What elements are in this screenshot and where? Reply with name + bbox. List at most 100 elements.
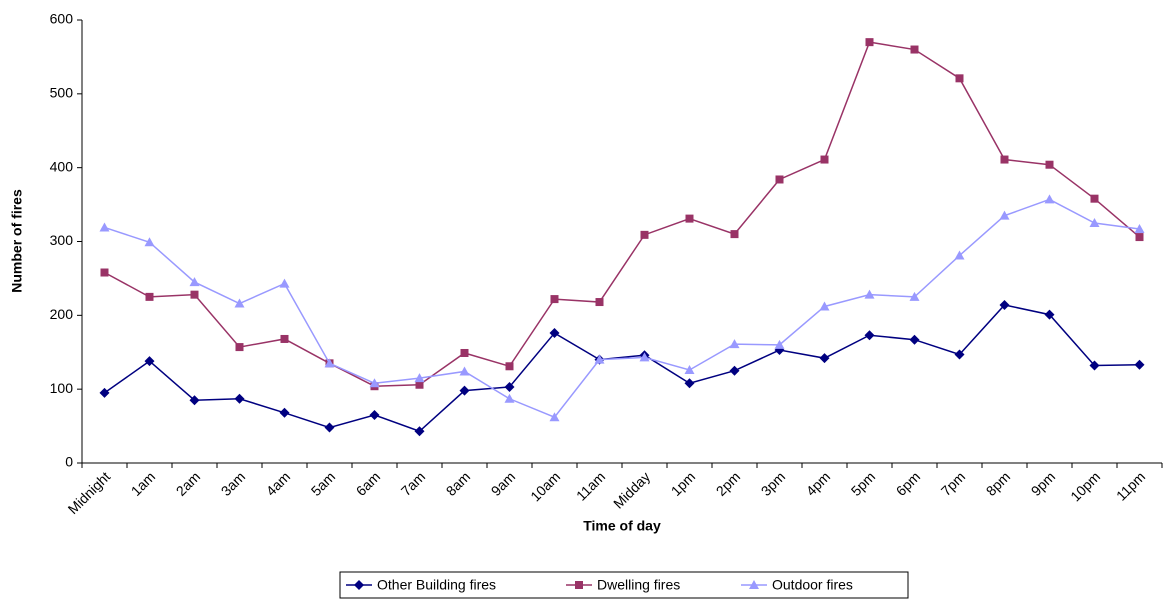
data-point	[235, 343, 244, 352]
data-point	[684, 378, 695, 389]
data-point	[459, 366, 470, 376]
data-point	[999, 299, 1010, 310]
data-point	[955, 74, 964, 83]
x-tick-label: 9pm	[1028, 468, 1059, 499]
series-line	[104, 304, 1140, 433]
data-point	[234, 298, 245, 308]
data-point	[144, 356, 155, 367]
x-tick-label: 6am	[353, 468, 384, 499]
x-tick-label: 5pm	[848, 468, 879, 499]
data-point	[1135, 233, 1144, 242]
data-point	[1044, 309, 1055, 320]
data-point	[910, 45, 919, 54]
legend-label: Other Building fires	[377, 577, 496, 593]
data-point	[775, 175, 784, 184]
data-point	[594, 354, 605, 364]
data-point	[414, 373, 425, 383]
data-point	[549, 328, 560, 339]
x-axis-title: Time of day	[583, 518, 661, 534]
data-point	[504, 381, 515, 392]
x-tick-label: 8pm	[983, 468, 1014, 499]
y-tick-label: 300	[50, 232, 74, 248]
legend-marker	[749, 580, 759, 589]
x-tick-label: Midnight	[65, 468, 114, 517]
x-tick-label: 10am	[527, 468, 563, 504]
data-point	[595, 298, 604, 307]
y-tick-label: 400	[50, 158, 74, 174]
data-point	[145, 292, 154, 301]
data-point	[415, 380, 424, 389]
x-tick-label: 7pm	[938, 468, 969, 499]
x-tick-label: 6pm	[893, 468, 924, 499]
data-point	[324, 422, 335, 433]
x-tick-label: 7am	[398, 468, 429, 499]
legend-box	[339, 571, 909, 599]
data-point	[550, 295, 559, 304]
x-tick-label: 11am	[573, 468, 608, 503]
x-tick-label: 8am	[443, 468, 474, 499]
data-point	[865, 38, 874, 47]
data-point	[549, 412, 560, 422]
data-point	[909, 291, 920, 301]
x-tick-label: 9am	[488, 468, 519, 499]
data-point	[369, 378, 380, 388]
y-tick-label: 0	[65, 454, 73, 470]
legend-label: Outdoor fires	[772, 577, 853, 593]
data-point	[954, 250, 965, 260]
data-point	[190, 290, 199, 299]
data-point	[1045, 160, 1054, 169]
data-point	[189, 277, 200, 287]
data-point	[505, 362, 514, 371]
y-tick-label: 100	[50, 380, 74, 396]
data-point	[684, 364, 695, 374]
data-point	[144, 237, 155, 247]
data-point	[234, 393, 245, 404]
data-point	[639, 352, 650, 362]
data-point	[909, 334, 920, 345]
data-point	[324, 358, 335, 368]
data-point	[280, 334, 289, 343]
y-tick-label: 600	[50, 11, 74, 27]
data-point	[999, 210, 1010, 220]
data-point	[504, 393, 515, 403]
data-point	[279, 278, 290, 288]
data-point	[819, 301, 830, 311]
data-point	[954, 349, 965, 360]
data-point	[1044, 194, 1055, 204]
x-tick-label: 1am	[128, 468, 159, 499]
x-tick-label: 4am	[263, 468, 294, 499]
data-point	[864, 330, 875, 341]
data-point	[685, 214, 694, 223]
x-tick-label: 5am	[308, 468, 339, 499]
legend-label: Dwelling fires	[597, 577, 680, 593]
data-point	[819, 353, 830, 364]
data-point	[189, 395, 200, 406]
x-tick-label: 2pm	[713, 468, 744, 499]
data-point	[460, 348, 469, 357]
data-point	[279, 407, 290, 418]
y-axis-title: Number of fires	[9, 189, 25, 293]
data-point	[459, 385, 470, 396]
x-tick-label: 3am	[218, 468, 249, 499]
y-tick-label: 200	[50, 306, 74, 322]
data-point	[369, 410, 380, 421]
series-line	[104, 198, 1140, 419]
data-point	[729, 365, 740, 376]
data-point	[864, 289, 875, 299]
series-line	[104, 41, 1140, 387]
x-tick-label: 4pm	[803, 468, 834, 499]
data-point	[100, 268, 109, 277]
x-tick-label: 3pm	[758, 468, 789, 499]
data-point	[1000, 155, 1009, 164]
data-point	[1090, 194, 1099, 203]
data-point	[414, 426, 425, 437]
x-tick-label: 10pm	[1067, 468, 1103, 504]
data-point	[1134, 223, 1145, 233]
x-tick-label: Midday	[610, 468, 653, 511]
data-point	[1089, 218, 1100, 228]
data-point	[774, 339, 785, 349]
data-point	[729, 339, 740, 349]
data-point	[99, 387, 110, 398]
